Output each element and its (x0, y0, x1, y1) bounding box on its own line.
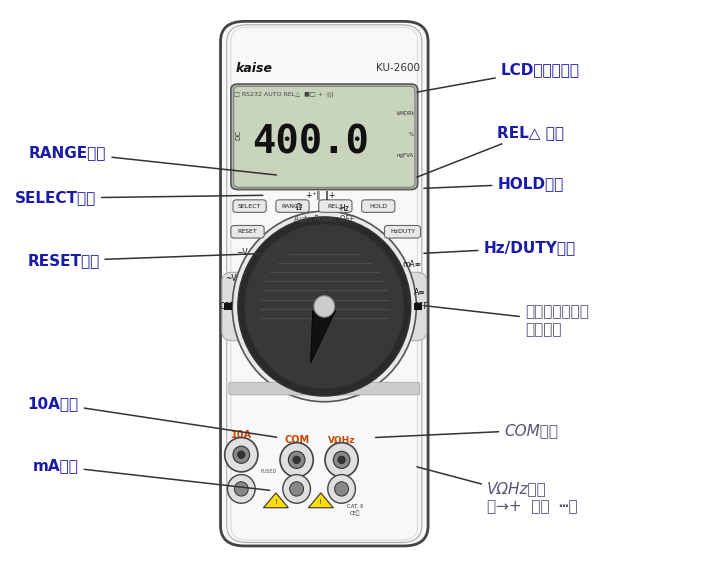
Text: REL△: REL△ (327, 203, 343, 209)
Text: ngFVA: ngFVA (397, 154, 414, 158)
Ellipse shape (280, 443, 313, 477)
Text: ~V: ~V (225, 274, 236, 283)
Text: OFF: OFF (414, 302, 428, 311)
FancyBboxPatch shape (229, 382, 420, 395)
Text: FUSED: FUSED (261, 469, 277, 474)
FancyBboxPatch shape (224, 303, 233, 310)
Ellipse shape (228, 474, 255, 503)
Text: 10A端子: 10A端子 (27, 396, 276, 437)
Text: HOLDキー: HOLDキー (424, 176, 564, 191)
Text: ファンクション
スイッチ: ファンクション スイッチ (424, 304, 589, 337)
FancyBboxPatch shape (220, 21, 428, 546)
Text: CAT. Ⅱ
CE回: CAT. Ⅱ CE回 (348, 504, 364, 516)
FancyBboxPatch shape (413, 303, 422, 310)
FancyBboxPatch shape (400, 272, 427, 341)
Text: SELECTキー: SELECTキー (15, 191, 263, 206)
Ellipse shape (333, 452, 350, 469)
Ellipse shape (335, 482, 348, 496)
Polygon shape (310, 310, 336, 363)
Text: HzDUTY: HzDUTY (390, 229, 415, 234)
Text: OFF: OFF (220, 302, 234, 311)
Text: HOLD: HOLD (369, 203, 387, 209)
Text: Ω: Ω (296, 203, 302, 212)
FancyBboxPatch shape (319, 200, 352, 213)
Text: mA≡: mA≡ (402, 260, 422, 269)
Ellipse shape (288, 452, 305, 469)
Text: VΩHz端子
（→+  ・川  ┅）: VΩHz端子 （→+ ・川 ┅） (417, 467, 577, 513)
FancyBboxPatch shape (231, 226, 264, 238)
FancyBboxPatch shape (361, 200, 395, 213)
Ellipse shape (293, 456, 300, 464)
FancyBboxPatch shape (222, 272, 248, 341)
FancyBboxPatch shape (231, 84, 418, 190)
Text: Hz: Hz (340, 204, 349, 213)
Text: −V: −V (235, 249, 248, 257)
FancyBboxPatch shape (276, 200, 309, 213)
Ellipse shape (328, 474, 356, 503)
Text: +⁺‖  ‖+: +⁺‖ ‖+ (306, 191, 336, 200)
Text: 10A: 10A (231, 430, 252, 439)
Text: REL△ キー: REL△ キー (417, 125, 564, 177)
Text: RANGE: RANGE (282, 203, 303, 209)
Ellipse shape (338, 456, 346, 464)
Ellipse shape (245, 224, 404, 389)
Ellipse shape (289, 482, 304, 496)
Ellipse shape (233, 211, 416, 402)
FancyBboxPatch shape (234, 87, 415, 187)
Ellipse shape (238, 217, 411, 396)
FancyBboxPatch shape (384, 226, 420, 238)
Ellipse shape (238, 451, 245, 458)
Text: Auto Power OFF: Auto Power OFF (294, 215, 354, 223)
FancyBboxPatch shape (233, 200, 266, 213)
Text: mA端子: mA端子 (33, 458, 270, 490)
Text: KU-2600: KU-2600 (376, 63, 420, 73)
Ellipse shape (314, 296, 335, 317)
Text: Hz/DUTYキー: Hz/DUTYキー (424, 240, 575, 255)
Text: COM端子: COM端子 (376, 423, 558, 438)
Text: DC: DC (235, 129, 242, 140)
Text: COM: COM (284, 435, 309, 445)
Ellipse shape (225, 438, 258, 472)
Text: 400.0: 400.0 (252, 123, 369, 161)
Text: kaise: kaise (235, 62, 273, 74)
Text: A≡: A≡ (415, 288, 426, 297)
Polygon shape (264, 493, 288, 508)
Ellipse shape (235, 482, 248, 496)
Text: !: ! (320, 499, 323, 505)
Text: □ RS232 AUTO REL△  ■□ + ·|||: □ RS232 AUTO REL△ ■□ + ·||| (235, 92, 334, 97)
Text: RESET: RESET (238, 229, 257, 234)
Ellipse shape (325, 443, 358, 477)
Ellipse shape (233, 446, 250, 464)
Text: LCD（表示板）: LCD（表示板） (417, 62, 580, 92)
Text: RANGEキー: RANGEキー (29, 145, 276, 175)
Text: RESETキー: RESETキー (27, 253, 263, 268)
Text: mA: mA (235, 475, 248, 484)
Text: kMDRt: kMDRt (396, 111, 414, 116)
Text: VΩHz: VΩHz (328, 436, 355, 445)
Text: %: % (409, 132, 414, 137)
Text: SELECT: SELECT (238, 203, 261, 209)
Text: !: ! (274, 499, 277, 505)
Ellipse shape (283, 474, 310, 503)
Polygon shape (308, 493, 333, 508)
